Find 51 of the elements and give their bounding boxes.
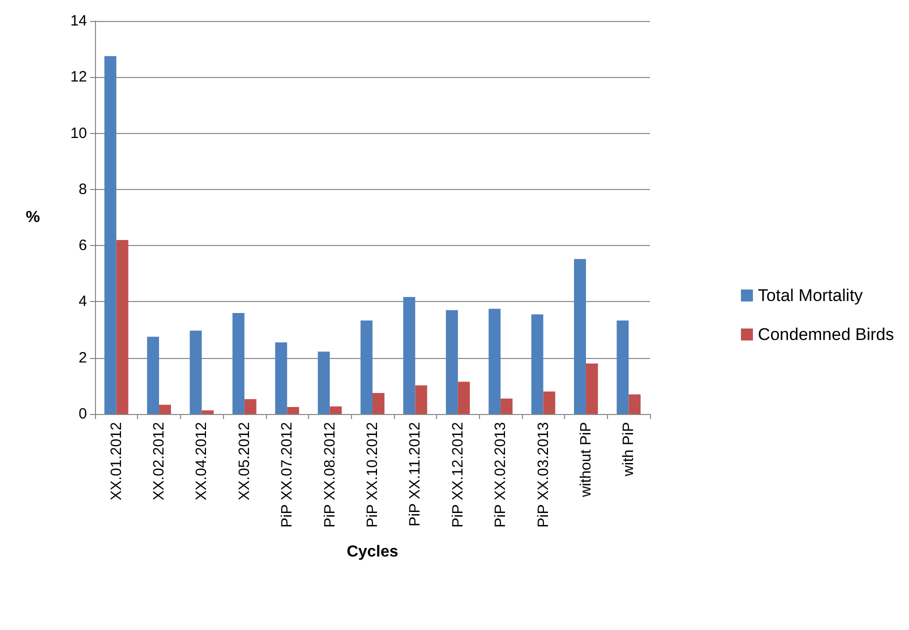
x-tick-label: PiP XX.08.2012 <box>321 422 338 528</box>
bar <box>202 410 214 414</box>
bar <box>372 392 384 414</box>
x-tick-label: PiP XX.10.2012 <box>364 422 381 528</box>
bar <box>330 406 342 414</box>
bar <box>287 406 300 414</box>
bar <box>446 310 458 414</box>
bar <box>403 296 416 414</box>
y-tick-label: 8 <box>78 180 87 198</box>
bar <box>244 399 256 414</box>
bar <box>104 56 116 414</box>
bar <box>628 394 641 414</box>
y-tick-label: 12 <box>70 68 87 86</box>
bar <box>159 404 171 414</box>
bar <box>190 330 202 414</box>
bar <box>360 320 372 414</box>
bar <box>458 382 470 414</box>
bar <box>232 312 244 414</box>
x-tick-label: without PiP <box>577 422 594 498</box>
x-tick-label: XX.02.2012 <box>150 422 168 500</box>
x-tick-label: XX.01.2012 <box>108 422 125 500</box>
x-tick-label: PiP XX.12.2012 <box>449 422 466 528</box>
x-tick-label: PiP XX.11.2012 <box>406 422 424 527</box>
y-tick-label: 0 <box>78 406 87 422</box>
x-tick-label: with PiP <box>620 422 638 478</box>
bar <box>543 392 556 414</box>
bar <box>318 352 330 414</box>
bar <box>574 259 586 414</box>
y-tick-label: 2 <box>78 349 87 366</box>
bar <box>147 336 160 414</box>
bar <box>616 320 629 414</box>
bar <box>488 308 501 414</box>
x-tick-label: PiP XX.02.2013 <box>492 422 510 528</box>
bar <box>415 385 428 414</box>
bar <box>586 363 598 414</box>
bar <box>500 398 513 414</box>
bar <box>275 342 288 414</box>
bar <box>116 240 128 414</box>
y-tick-label: 6 <box>78 237 87 254</box>
legend-label: Total Mortality <box>758 286 864 305</box>
y-tick-label: 14 <box>70 12 87 30</box>
y-axis-title: % <box>26 209 40 226</box>
bar <box>531 314 544 414</box>
y-tick-label: 10 <box>70 124 87 142</box>
x-tick-label: PiP XX.03.2013 <box>534 422 552 528</box>
x-tick-label: XX.05.2012 <box>236 422 253 500</box>
x-tick-label: PiP XX.07.2012 <box>278 422 296 528</box>
y-tick-label: 4 <box>78 293 87 310</box>
x-axis-title: Cycles <box>346 544 398 560</box>
x-tick-label: XX.04.2012 <box>193 422 210 500</box>
legend-label: Condemned Birds <box>758 325 894 344</box>
